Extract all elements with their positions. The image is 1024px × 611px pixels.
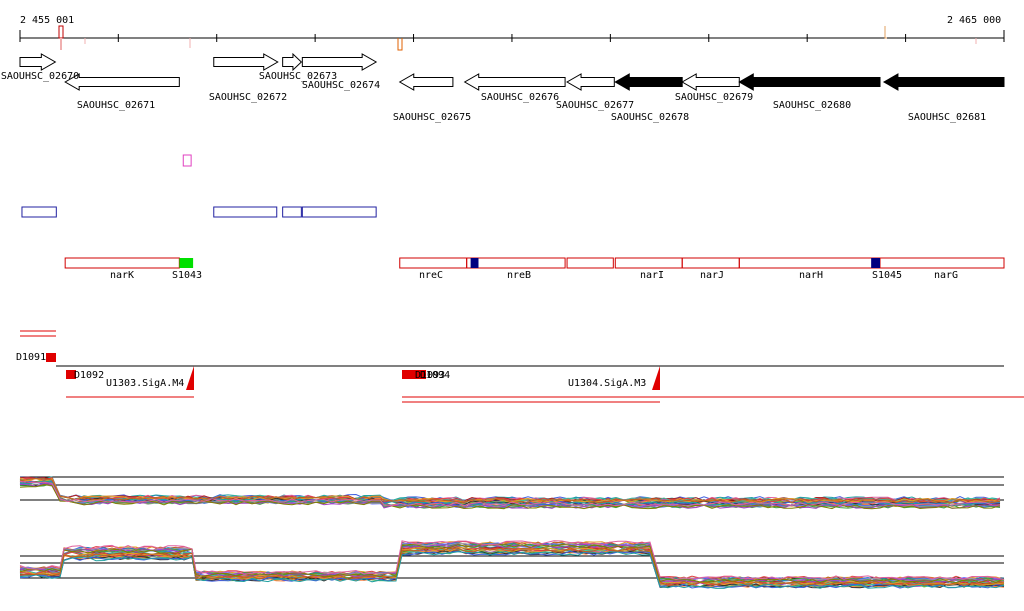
operon-label: S1043: [172, 270, 202, 281]
gene-arrow: [282, 52, 303, 72]
transcript-label-d1092: D1092: [74, 370, 104, 381]
gene-label: SAOUHSC_02672: [209, 92, 287, 103]
gene-arrow: [213, 53, 279, 71]
coordinate-ruler: 2 455 001 2 465 000: [19, 15, 1005, 51]
gene-label: SAOUHSC_02670: [1, 71, 79, 82]
transcript-mark-d1092: [66, 370, 76, 379]
blue-feature-track: [21, 206, 377, 218]
gene-label: SAOUHSC_02671: [77, 100, 155, 111]
profile-line: [19, 550, 1005, 589]
ruler-start-label: 2 455 001: [20, 15, 74, 26]
operon-segment: [566, 257, 614, 269]
operon-mark: [871, 258, 881, 268]
transcript-mark-d1093: [402, 370, 414, 379]
gene-arrow: [398, 73, 454, 91]
gene-label: SAOUHSC_02679: [675, 92, 753, 103]
red-line-feature: [20, 330, 56, 337]
operon-label: narJ: [700, 270, 724, 281]
profile-line: [19, 543, 1005, 584]
expression-panel-bottom: [19, 540, 1005, 589]
transcript-label-u1304: U1304.SigA.M3: [568, 378, 646, 389]
ruler-ticks: [19, 30, 1005, 42]
gene-arrow: [566, 73, 615, 91]
blue-feature-box: [213, 206, 278, 218]
gene-label: SAOUHSC_02677: [556, 100, 634, 111]
operon-mark: [179, 258, 194, 268]
gene-label: SAOUHSC_02673: [259, 71, 337, 82]
gene-arrow: [882, 73, 1005, 91]
pink-feature-box: [182, 154, 192, 167]
blue-feature-box: [301, 206, 377, 218]
transcript-label-d1091: D1091: [16, 352, 46, 363]
transcript-label-d1093: D1093: [415, 370, 445, 381]
gene-arrow: [64, 73, 180, 91]
gene-label: SAOUHSC_02678: [611, 112, 689, 123]
operon-mark: [470, 258, 479, 268]
profile-line: [19, 478, 1001, 504]
operon-segment: [738, 257, 881, 269]
sigma-flag-u1304: [652, 366, 660, 390]
gene-arrow: [681, 73, 740, 91]
sigma-flag-u1303: [186, 366, 194, 390]
gene-arrow: [301, 53, 378, 71]
profile-line: [19, 540, 1005, 581]
gene-arrow: [463, 73, 566, 91]
gene-label: SAOUHSC_02680: [773, 100, 851, 111]
profile-line: [19, 480, 1001, 507]
operon-segment: [64, 257, 180, 269]
ruler-end-label: 2 465 000: [947, 15, 1001, 26]
profile-line: [19, 547, 1005, 587]
operon-segment: [681, 257, 740, 269]
operon-label: narH: [799, 270, 823, 281]
operon-label: nreB: [507, 270, 531, 281]
ruler-marker: [884, 26, 887, 39]
blue-feature-box: [282, 206, 302, 218]
gene-label: SAOUHSC_02681: [908, 112, 986, 123]
gene-arrow: [614, 73, 683, 91]
operon-label: narK: [110, 270, 134, 281]
transcript-mark-d1091: [46, 353, 56, 362]
ruler-marker: [397, 38, 403, 51]
operon-label: narG: [934, 270, 958, 281]
operon-label: nreC: [419, 270, 443, 281]
gene-arrow: [738, 73, 881, 91]
gene-label: SAOUHSC_02675: [393, 112, 471, 123]
operon-label: S1045: [872, 270, 902, 281]
pink-feature-track: [182, 154, 192, 167]
profile-lines: [19, 540, 1005, 589]
transcript-track: D1091 D1092 U1303.SigA.M4 D1093 D1094 U1…: [16, 352, 1024, 403]
ruler-markers: [58, 25, 977, 51]
ruler-marker: [58, 25, 64, 39]
blue-feature-box: [21, 206, 57, 218]
profile-lines: [19, 476, 1001, 510]
expression-panel-top: [19, 476, 1004, 510]
operon-segment: [399, 257, 468, 269]
profile-line: [19, 483, 1001, 510]
transcript-label-u1303: U1303.SigA.M4: [106, 378, 184, 389]
genes-track: SAOUHSC_02670 SAOUHSC_02671 SAOUHSC_02672 S…: [1, 52, 1005, 123]
operon-track: narK nreC nreB narI narJ narH narG S1043 S1045: [64, 257, 1005, 281]
operon-segment: [879, 257, 1005, 269]
transcript-mark-d1094: [414, 370, 426, 379]
gene-label: SAOUHSC_02674: [302, 80, 380, 91]
gene-label: SAOUHSC_02676: [481, 92, 559, 103]
transcript-label-d1094: D1094: [420, 370, 450, 381]
operon-label: narI: [640, 270, 664, 281]
gene-arrow: [19, 53, 57, 71]
operon-segment: [614, 257, 683, 269]
operon-segment: [466, 257, 566, 269]
